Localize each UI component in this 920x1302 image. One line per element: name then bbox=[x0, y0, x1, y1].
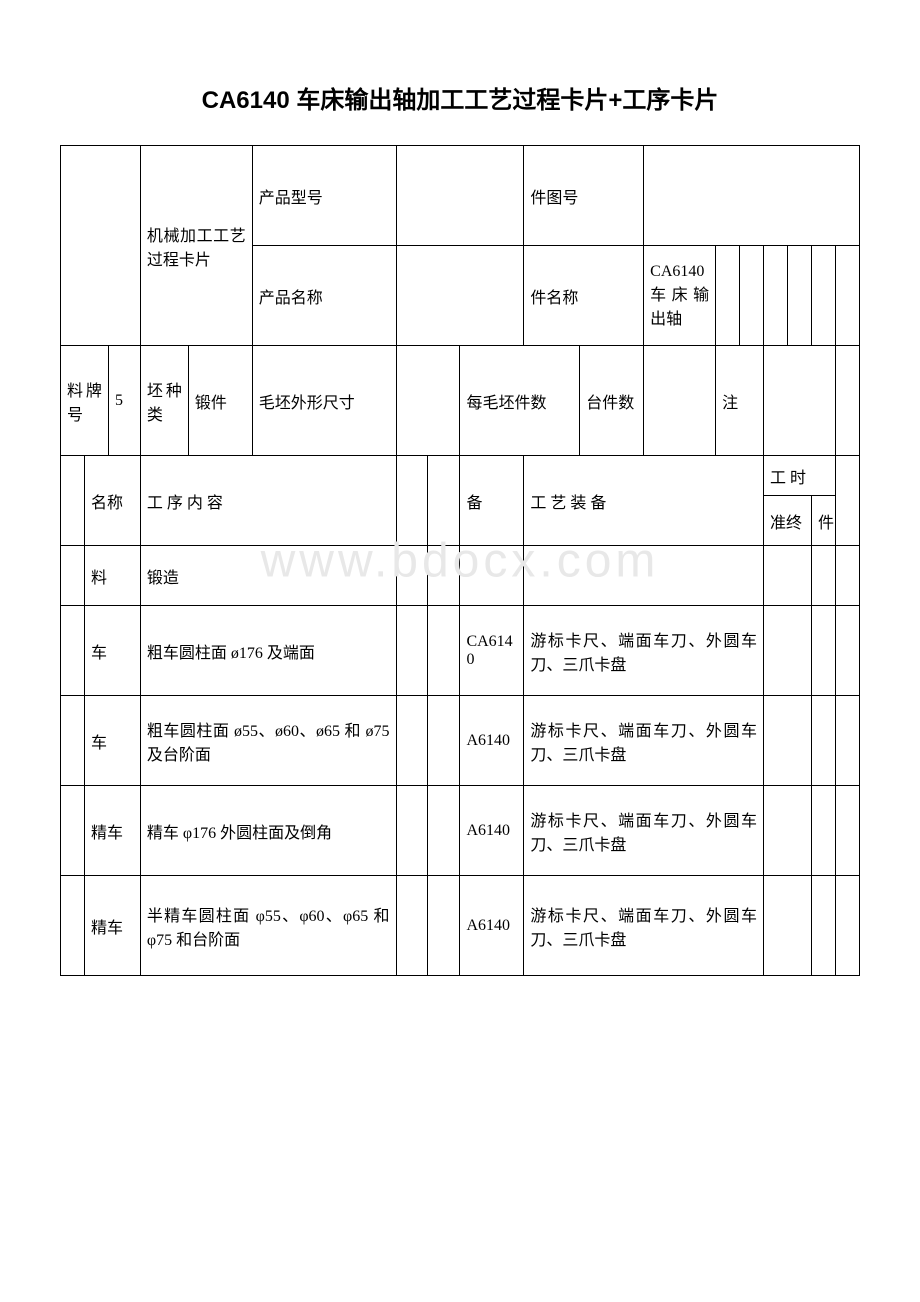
name-label: 名称 bbox=[84, 456, 140, 546]
product-name-label: 产品名称 bbox=[252, 246, 396, 346]
process-tooling: 游标卡尺、端面车刀、外圆车刀、三爪卡盘 bbox=[524, 876, 764, 976]
process-tooling: 游标卡尺、端面车刀、外圆车刀、三爪卡盘 bbox=[524, 606, 764, 696]
process-content: 半精车圆柱面 φ55、φ60、φ65 和 φ75 和台阶面 bbox=[140, 876, 396, 976]
material-num: 5 bbox=[108, 346, 140, 456]
process-name: 精车 bbox=[84, 876, 140, 976]
table-container: www.bdocx.com 机械加工工艺过程卡片 产品型号 件图号 产品名称 件… bbox=[60, 145, 860, 976]
per-blank-label: 每毛坯件数 bbox=[460, 346, 580, 456]
process-content: 精车 φ176 外圆柱面及倒角 bbox=[140, 786, 396, 876]
process-row: 料 锻造 bbox=[61, 546, 860, 606]
process-content: 粗车圆柱面 ø176 及端面 bbox=[140, 606, 396, 696]
product-model-label: 产品型号 bbox=[252, 146, 396, 246]
process-card-table: 机械加工工艺过程卡片 产品型号 件图号 产品名称 件名称 CA6140 车床输出… bbox=[60, 145, 860, 976]
material-row: 料牌号 5 坯种类 锻件 毛坯外形尺寸 每毛坯件数 台件数 注 bbox=[61, 346, 860, 456]
process-content-label: 工 序 内 容 bbox=[140, 456, 396, 546]
page-title: CA6140 车床输出轴加工工艺过程卡片+工序卡片 bbox=[60, 80, 860, 115]
tooling-label: 工 艺 装 备 bbox=[524, 456, 764, 546]
process-content: 粗车圆柱面 ø55、ø60、ø65 和 ø75 及台阶面 bbox=[140, 696, 396, 786]
process-tooling: 游标卡尺、端面车刀、外圆车刀、三爪卡盘 bbox=[524, 786, 764, 876]
process-tooling: 游标卡尺、端面车刀、外圆车刀、三爪卡盘 bbox=[524, 696, 764, 786]
process-tooling bbox=[524, 546, 764, 606]
per-unit-label: 台件数 bbox=[580, 346, 644, 456]
note-label: 注 bbox=[716, 346, 764, 456]
process-equipment: A6140 bbox=[460, 876, 524, 976]
piece-label: 件 bbox=[811, 496, 835, 546]
process-equipment: A6140 bbox=[460, 786, 524, 876]
process-row: 车 粗车圆柱面 ø176 及端面 CA6140 游标卡尺、端面车刀、外圆车刀、三… bbox=[61, 606, 860, 696]
part-name-value: CA6140 车床输出轴 bbox=[644, 246, 716, 346]
process-equipment: A6140 bbox=[460, 696, 524, 786]
prep-label: 准终 bbox=[764, 496, 812, 546]
part-name-label: 件名称 bbox=[524, 246, 644, 346]
part-drawing-label: 件图号 bbox=[524, 146, 644, 246]
blank-type-label: 坯种类 bbox=[140, 346, 188, 456]
process-name: 料 bbox=[84, 546, 140, 606]
process-row: 车 粗车圆柱面 ø55、ø60、ø65 和 ø75 及台阶面 A6140 游标卡… bbox=[61, 696, 860, 786]
process-equipment bbox=[460, 546, 524, 606]
blank-size-label: 毛坯外形尺寸 bbox=[252, 346, 396, 456]
process-name: 车 bbox=[84, 696, 140, 786]
process-equipment: CA6140 bbox=[460, 606, 524, 696]
process-name: 精车 bbox=[84, 786, 140, 876]
process-name: 车 bbox=[84, 606, 140, 696]
material-label: 料牌号 bbox=[61, 346, 109, 456]
blank-type-value: 锻件 bbox=[188, 346, 252, 456]
column-header-row-1: 名称 工 序 内 容 备 工 艺 装 备 工 时 bbox=[61, 456, 860, 496]
equipment-label: 备 bbox=[460, 456, 524, 546]
card-type-cell: 机械加工工艺过程卡片 bbox=[140, 146, 252, 346]
process-content: 锻造 bbox=[140, 546, 396, 606]
process-row: 精车 精车 φ176 外圆柱面及倒角 A6140 游标卡尺、端面车刀、外圆车刀、… bbox=[61, 786, 860, 876]
time-label: 工 时 bbox=[764, 456, 836, 496]
header-row-1: 机械加工工艺过程卡片 产品型号 件图号 bbox=[61, 146, 860, 246]
process-row: 精车 半精车圆柱面 φ55、φ60、φ65 和 φ75 和台阶面 A6140 游… bbox=[61, 876, 860, 976]
